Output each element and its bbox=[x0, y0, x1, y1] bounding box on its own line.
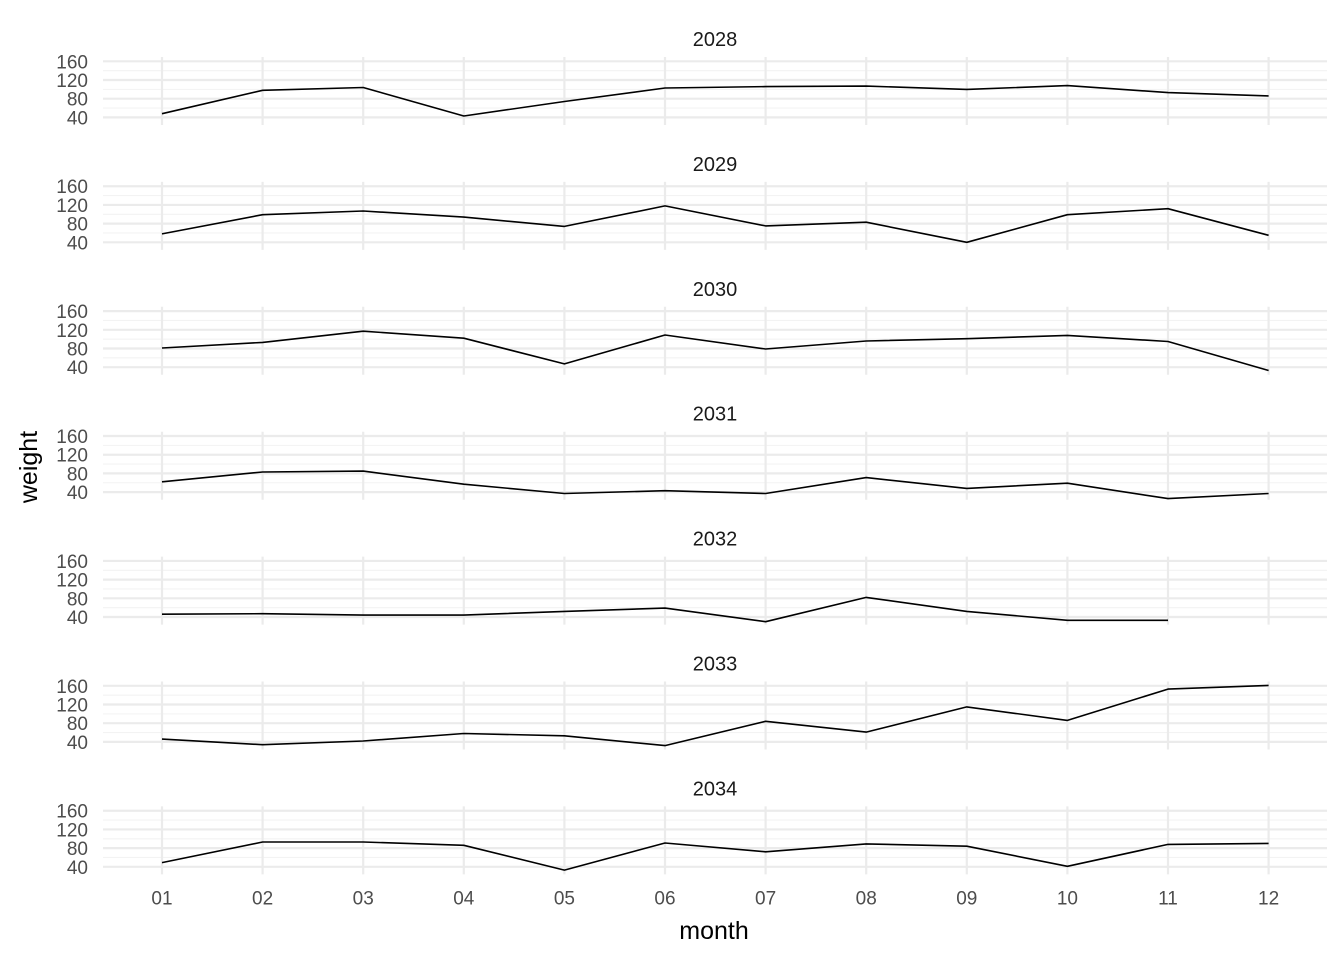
y-tick-label: 120 bbox=[56, 571, 88, 592]
y-tick-label: 160 bbox=[56, 302, 88, 323]
y-tick-label: 160 bbox=[56, 427, 88, 448]
y-tick-label: 80 bbox=[67, 90, 88, 111]
y-tick-label: 40 bbox=[67, 108, 88, 129]
series-line-2028 bbox=[161, 84, 1269, 117]
y-tick-label: 40 bbox=[67, 483, 88, 504]
y-tick-label: 120 bbox=[56, 71, 88, 92]
y-tick-label: 120 bbox=[56, 446, 88, 467]
panel-title: 2033 bbox=[693, 654, 738, 676]
panel-title: 2030 bbox=[693, 279, 738, 301]
series-line-2033 bbox=[161, 684, 1269, 747]
series-line-2031 bbox=[161, 470, 1269, 500]
panel-title: 2034 bbox=[693, 778, 738, 800]
x-tick-label: 12 bbox=[1258, 888, 1279, 909]
x-tick-label: 11 bbox=[1158, 888, 1178, 909]
series-line-2030 bbox=[161, 330, 1269, 372]
y-tick-label: 160 bbox=[56, 52, 88, 73]
y-tick-label: 160 bbox=[56, 802, 88, 823]
y-tick-label: 80 bbox=[67, 839, 88, 860]
y-tick-label: 40 bbox=[67, 608, 88, 629]
y-tick-label: 80 bbox=[67, 215, 88, 236]
x-tick-label: 05 bbox=[554, 888, 575, 909]
y-tick-label: 40 bbox=[67, 358, 88, 379]
y-tick-label: 40 bbox=[67, 233, 88, 254]
y-tick-label: 120 bbox=[56, 196, 88, 217]
panel-title: 2031 bbox=[693, 404, 738, 426]
y-axis-title: weight bbox=[15, 431, 43, 504]
y-tick-label: 120 bbox=[56, 696, 88, 717]
y-tick-label: 80 bbox=[67, 589, 88, 610]
series-line-2029 bbox=[161, 205, 1269, 244]
x-tick-label: 01 bbox=[151, 888, 172, 909]
y-tick-label: 160 bbox=[56, 677, 88, 698]
series-line-2032 bbox=[161, 596, 1168, 623]
y-tick-label: 80 bbox=[67, 714, 88, 735]
x-tick-label: 04 bbox=[453, 888, 475, 909]
x-tick-label: 08 bbox=[856, 888, 877, 909]
panel-title: 2028 bbox=[693, 29, 738, 51]
y-tick-label: 40 bbox=[67, 733, 88, 754]
x-axis-title: month bbox=[679, 917, 748, 945]
x-tick-label: 09 bbox=[956, 888, 977, 909]
y-tick-label: 160 bbox=[56, 552, 88, 573]
x-tick-label: 02 bbox=[252, 888, 273, 909]
y-tick-label: 80 bbox=[67, 340, 88, 361]
x-tick-label: 06 bbox=[654, 888, 675, 909]
x-tick-label: 07 bbox=[755, 888, 776, 909]
panel-title: 2032 bbox=[693, 529, 738, 551]
panel-title: 2029 bbox=[693, 154, 738, 176]
y-tick-label: 120 bbox=[56, 321, 88, 342]
x-tick-label: 03 bbox=[353, 888, 374, 909]
y-tick-label: 80 bbox=[67, 464, 88, 485]
series-line-2034 bbox=[161, 841, 1269, 871]
x-tick-label: 10 bbox=[1057, 888, 1078, 909]
y-tick-label: 160 bbox=[56, 177, 88, 198]
y-tick-label: 120 bbox=[56, 820, 88, 841]
y-tick-label: 40 bbox=[67, 858, 88, 879]
